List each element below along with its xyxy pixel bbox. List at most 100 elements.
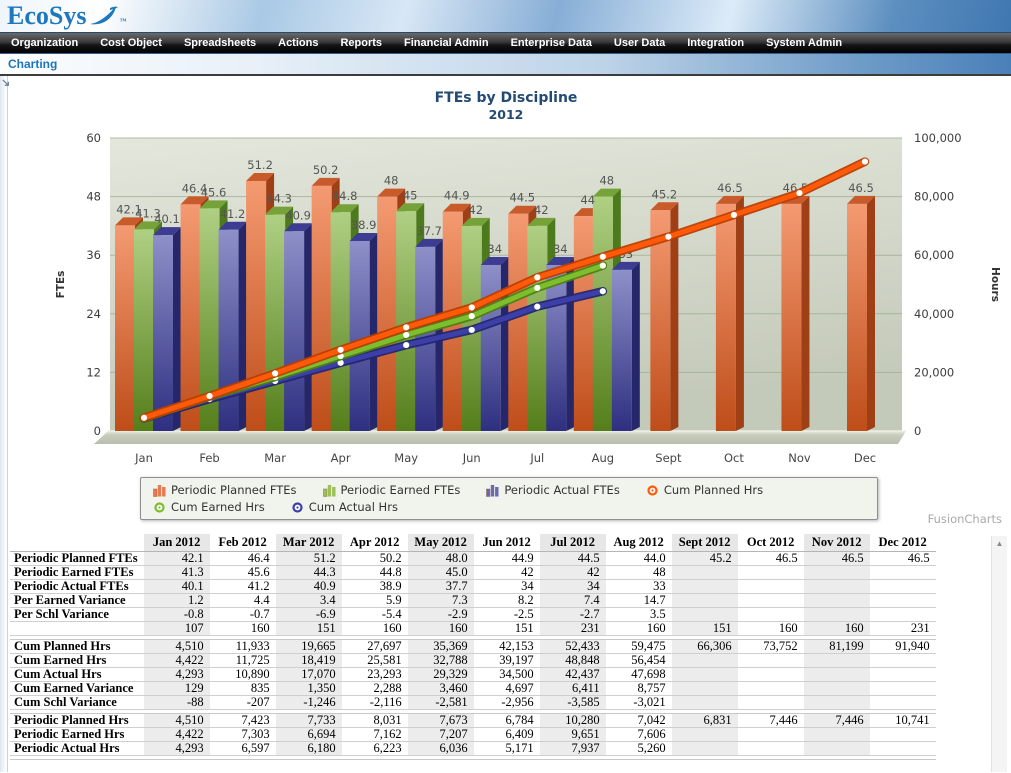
column-header bbox=[10, 534, 144, 552]
table-cell bbox=[671, 741, 738, 756]
table-cell: 25,581 bbox=[341, 653, 408, 668]
table-cell: 46.4 bbox=[209, 551, 276, 566]
svg-text:Aug: Aug bbox=[592, 451, 614, 465]
legend-bar-icon bbox=[153, 484, 166, 497]
svg-text:46.5: 46.5 bbox=[717, 181, 743, 195]
table-cell: 160 bbox=[605, 621, 672, 636]
table-cell: 48 bbox=[605, 565, 672, 580]
table-cell: 7,606 bbox=[605, 727, 672, 742]
table-cell: 4,293 bbox=[143, 741, 210, 756]
table-cell: 7.3 bbox=[407, 593, 474, 608]
svg-text:FTEs: FTEs bbox=[55, 271, 67, 299]
bar-periodic-actual-ftes bbox=[349, 233, 378, 431]
table-cell: 19,665 bbox=[275, 639, 342, 654]
column-header: Dec 2012 bbox=[869, 534, 936, 552]
table-cell: 42 bbox=[473, 565, 540, 580]
table-row: Per Schl Variance -0.8 -0.7 -6.9 -5.4 -2.9 -2.… bbox=[10, 607, 936, 622]
table-cell: 10,280 bbox=[539, 713, 606, 728]
table-row: Cum Earned Variance 129 835 1,350 2,288 3,460… bbox=[10, 681, 936, 696]
table-cell: 107 bbox=[143, 621, 210, 636]
table-cell bbox=[869, 681, 936, 696]
menu-item-enterprise-data[interactable]: Enterprise Data bbox=[510, 37, 592, 49]
table-cell: 160 bbox=[209, 621, 276, 636]
legend-item-periodic-earned-ftes[interactable]: Periodic Earned FTEs bbox=[322, 483, 460, 497]
table-cell: 5.9 bbox=[341, 593, 408, 608]
table-cell: 45.6 bbox=[209, 565, 276, 580]
svg-text:41.3: 41.3 bbox=[135, 206, 161, 220]
vertical-scrollbar[interactable]: ▲ bbox=[991, 536, 1007, 772]
panel-left-frame bbox=[0, 76, 8, 772]
scroll-up-arrow-icon[interactable]: ▲ bbox=[995, 539, 1004, 548]
collapse-panel-icon[interactable] bbox=[2, 79, 11, 88]
svg-text:44.5: 44.5 bbox=[509, 191, 535, 205]
menu-item-reports[interactable]: Reports bbox=[340, 37, 383, 49]
table-cell: 44.9 bbox=[473, 551, 540, 566]
table-cell bbox=[737, 593, 804, 608]
table-cell: 7.4 bbox=[539, 593, 606, 608]
menu-item-system-admin[interactable]: System Admin bbox=[766, 37, 843, 49]
table-cell: 41.2 bbox=[209, 579, 276, 594]
table-cell: 51.2 bbox=[275, 551, 342, 566]
table-cell: -2,956 bbox=[473, 695, 540, 710]
table-cell: 9,651 bbox=[539, 727, 606, 742]
table-cell: 34 bbox=[539, 579, 606, 594]
legend-item-periodic-actual-ftes[interactable]: Periodic Actual FTEs bbox=[486, 483, 620, 497]
legend-line-icon bbox=[647, 484, 658, 496]
table-row: Per Earned Variance 1.2 4.4 3.4 5.9 7.3 8.2 7.4… bbox=[10, 593, 936, 608]
table-cell: -5.4 bbox=[341, 607, 408, 622]
table-cell: 73,752 bbox=[737, 639, 804, 654]
table-cell: 8,031 bbox=[341, 713, 408, 728]
svg-text:100,000: 100,000 bbox=[914, 131, 962, 145]
menu-item-financial-admin[interactable]: Financial Admin bbox=[404, 37, 489, 49]
table-cell: 42,437 bbox=[539, 667, 606, 682]
chart-legend: Periodic Planned FTEs Periodic Earned FT… bbox=[140, 477, 878, 520]
table-cell bbox=[803, 579, 870, 594]
menu-item-cost-object[interactable]: Cost Object bbox=[100, 37, 162, 49]
table-cell: 7,937 bbox=[539, 741, 606, 756]
menu-item-integration[interactable]: Integration bbox=[687, 37, 745, 49]
table-cell bbox=[737, 653, 804, 668]
menu-item-organization[interactable]: Organization bbox=[11, 37, 79, 49]
menu-item-user-data[interactable]: User Data bbox=[613, 37, 666, 49]
svg-text:Hours: Hours bbox=[989, 267, 1001, 302]
svg-text:FTEs by Discipline: FTEs by Discipline bbox=[435, 90, 578, 106]
table-cell: 7,207 bbox=[407, 727, 474, 742]
column-header: Jun 2012 bbox=[473, 534, 540, 552]
table-cell bbox=[737, 681, 804, 696]
table-cell: 27,697 bbox=[341, 639, 408, 654]
legend-item-cum-planned-hrs[interactable]: Cum Planned Hrs bbox=[646, 483, 763, 497]
table-cell: 42 bbox=[539, 565, 606, 580]
svg-text:2012: 2012 bbox=[489, 107, 524, 122]
bar-periodic-actual-ftes bbox=[284, 223, 313, 431]
bar-periodic-actual-ftes bbox=[153, 227, 181, 431]
menu-item-spreadsheets[interactable]: Spreadsheets bbox=[183, 37, 257, 49]
table-cell bbox=[803, 565, 870, 580]
table-cell: 6,180 bbox=[275, 741, 342, 756]
legend-item-periodic-planned-ftes[interactable]: Periodic Planned FTEs bbox=[153, 483, 297, 497]
breadcrumb[interactable]: Charting bbox=[8, 57, 58, 71]
row-label: Per Earned Variance bbox=[10, 593, 144, 608]
menu-item-actions[interactable]: Actions bbox=[278, 37, 319, 49]
svg-text:20,000: 20,000 bbox=[914, 365, 954, 379]
table-row: Periodic Planned FTEs 42.1 46.4 51.2 50.2 48.… bbox=[10, 551, 936, 566]
table-cell bbox=[671, 579, 738, 594]
fusioncharts-watermark: FusionCharts bbox=[927, 512, 1002, 526]
table-cell: 6,223 bbox=[341, 741, 408, 756]
table-cell bbox=[671, 607, 738, 622]
table-cell: 160 bbox=[737, 621, 804, 636]
svg-text:36: 36 bbox=[86, 248, 101, 262]
table-cell: 18,419 bbox=[275, 653, 342, 668]
legend-item-cum-earned-hrs[interactable]: Cum Earned Hrs bbox=[153, 500, 265, 514]
svg-text:0: 0 bbox=[94, 424, 101, 438]
table-cell: 17,070 bbox=[275, 667, 342, 682]
table-row: Periodic Actual FTEs 40.1 41.2 40.9 38.9 37.7… bbox=[10, 579, 936, 594]
svg-text:0: 0 bbox=[914, 424, 921, 438]
table-cell: 7,303 bbox=[209, 727, 276, 742]
table-cell: 44.5 bbox=[539, 551, 606, 566]
legend-item-cum-actual-hrs[interactable]: Cum Actual Hrs bbox=[291, 500, 398, 514]
svg-text:48: 48 bbox=[599, 174, 614, 188]
breadcrumb-bar: Charting bbox=[0, 54, 1011, 76]
table-cell: 4,510 bbox=[143, 713, 210, 728]
table-cell: 7,446 bbox=[803, 713, 870, 728]
table-cell: -2.7 bbox=[539, 607, 606, 622]
